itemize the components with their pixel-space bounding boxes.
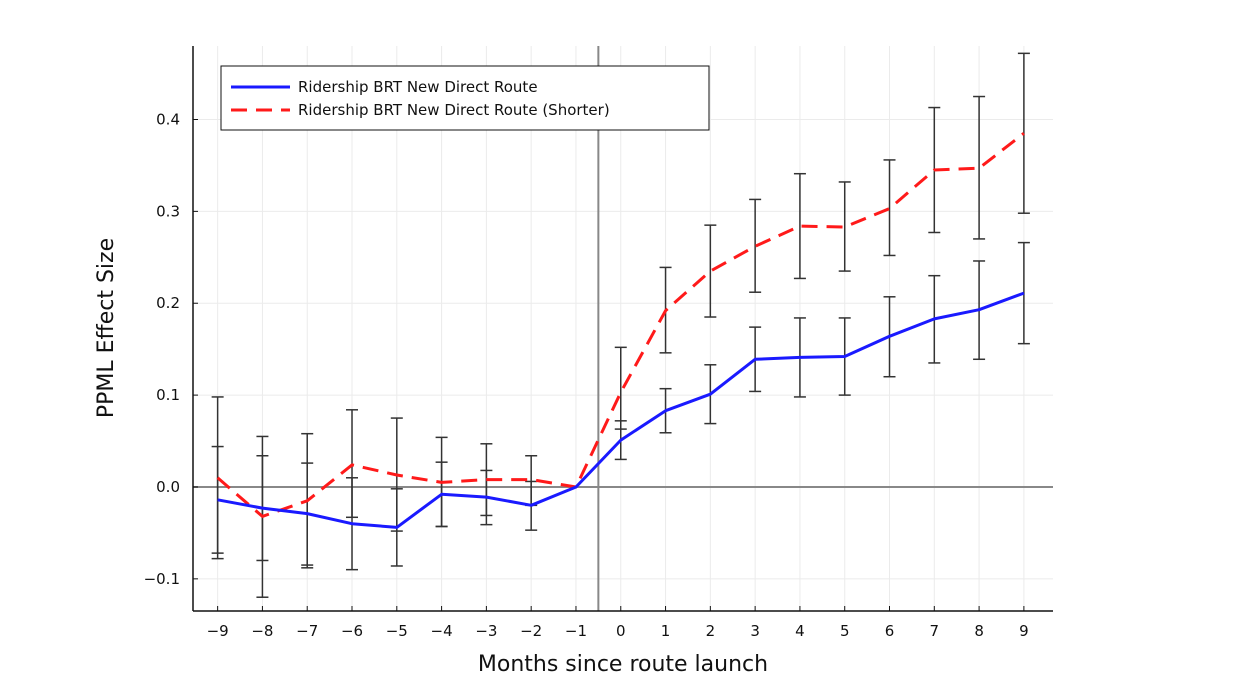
x-tick-label: 3: [750, 622, 760, 640]
x-tick-label: 0: [616, 622, 626, 640]
x-tick-label: 1: [661, 622, 671, 640]
series-line-2: [216, 132, 1025, 518]
y-axis-title: PPML Effect Size: [94, 238, 119, 418]
x-tick-label: 7: [930, 622, 940, 640]
x-tick-label: −7: [296, 622, 318, 640]
y-tick-label: 0.0: [156, 478, 180, 496]
x-tick-label: −6: [341, 622, 363, 640]
x-tick-label: 2: [706, 622, 716, 640]
y-tick-label: 0.4: [156, 110, 180, 128]
tick-labels: −9 −8 −7 −6 −5 −4 −3 −2 −1 0 1 2 3 4 5 6 7 8 9 −0.1 0.0 0.1 0.…: [144, 110, 1029, 640]
y-tick-label: 0.1: [156, 386, 180, 404]
x-tick-label: −9: [207, 622, 229, 640]
x-tick-label: 4: [795, 622, 805, 640]
legend-box: [220, 65, 710, 131]
x-tick-label: −8: [251, 622, 273, 640]
x-tick-label: −3: [475, 622, 497, 640]
legend-label-series-2: Ridership BRT New Direct Route (Shorter): [298, 101, 610, 119]
y-tick-label: −0.1: [144, 570, 180, 588]
x-tick-label: 8: [974, 622, 984, 640]
x-tick-label: −4: [431, 622, 453, 640]
reference-lines: [193, 46, 1053, 611]
legend: Ridership BRT New Direct Route Ridership…: [220, 65, 710, 131]
x-tick-label: −5: [386, 622, 408, 640]
axes: [192, 46, 1053, 612]
x-tick-label: −1: [565, 622, 587, 640]
series-line-1: [217, 291, 1025, 529]
x-tick-label: 5: [840, 622, 850, 640]
y-tick-label: 0.3: [156, 202, 180, 220]
legend-label-series-1: Ridership BRT New Direct Route: [298, 78, 538, 96]
x-axis-title: Months since route launch: [478, 652, 768, 677]
x-tick-label: 9: [1019, 622, 1029, 640]
y-tick-label: 0.2: [156, 294, 180, 312]
x-tick-label: −2: [520, 622, 542, 640]
series-lines: [216, 132, 1025, 529]
x-tick-label: 6: [885, 622, 895, 640]
